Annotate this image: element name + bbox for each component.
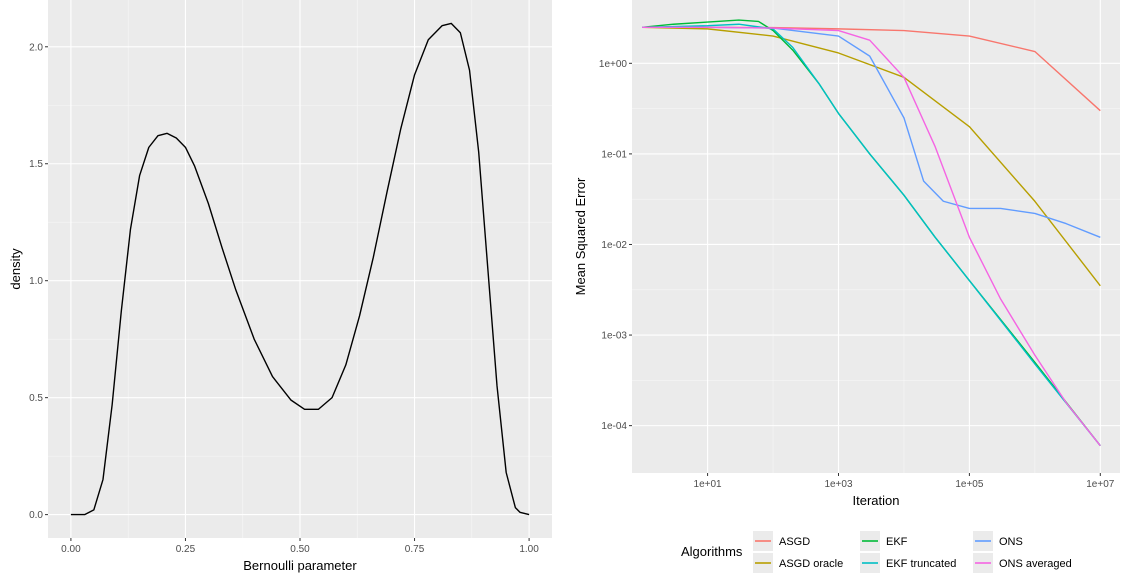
- mse-chart: 1e+01 1e+03 1e+05 1e+07 1e-04 1e-03 1e-02 1e-01…: [573, 0, 1120, 573]
- legend-label: ASGD: [779, 536, 810, 548]
- density-x-tick-label: 0.50: [290, 544, 310, 555]
- mse-series-line-ons-averaged: [642, 26, 1101, 447]
- legend-label: ASGD oracle: [779, 558, 843, 570]
- density-x-tick-label: 0.00: [61, 544, 81, 555]
- legend-item-ekf: EKF: [860, 531, 908, 551]
- density-y-tick-label: 0.0: [29, 510, 43, 521]
- legend-label: ONS: [999, 536, 1023, 548]
- mse-y-tick-label: 1e+00: [599, 59, 628, 70]
- density-chart: 0.00 0.25 0.50 0.75 1.00 0.0 0.5 1.0 1.5 2.0 Berno…: [8, 0, 552, 573]
- density-series-line-density: [70, 22, 530, 516]
- density-y-tick-label: 2.0: [29, 42, 43, 53]
- density-x-tick-label: 0.75: [405, 544, 425, 555]
- legend-item-asgd-oracle: ASGD oracle: [753, 553, 843, 573]
- mse-x-tick-label: 1e+05: [955, 479, 984, 490]
- mse-panel-background: [632, 0, 1120, 473]
- density-x-tick-label: 1.00: [519, 544, 539, 555]
- mse-y-tick-label: 1e-01: [601, 149, 627, 160]
- density-y-axis-title: density: [8, 248, 23, 290]
- legend-item-ekf-truncated: EKF truncated: [860, 553, 956, 573]
- mse-x-axis-title: Iteration: [853, 493, 900, 508]
- density-x-tick-label: 0.25: [176, 544, 196, 555]
- density-y-tick-label: 1.5: [29, 159, 43, 170]
- legend-label: ONS averaged: [999, 558, 1072, 570]
- mse-y-tick-label: 1e-03: [601, 331, 627, 342]
- density-y-tick-label: 0.5: [29, 393, 43, 404]
- legend-item-ons-averaged: ONS averaged: [973, 553, 1072, 573]
- mse-y-axis-title: Mean Squared Error: [573, 177, 588, 295]
- mse-series-line-ekf-truncated: [642, 23, 1101, 447]
- mse-x-tick-label: 1e+07: [1086, 479, 1115, 490]
- mse-series-line-asgd-oracle: [642, 26, 1101, 287]
- mse-y-tick-label: 1e-04: [601, 421, 627, 432]
- legend: Algorithms ASGD ASGD oracle EKF EKF truncate…: [681, 531, 1072, 573]
- legend-label: EKF truncated: [886, 558, 956, 570]
- legend-label: EKF: [886, 536, 908, 548]
- mse-x-tick-label: 1e+03: [824, 479, 853, 490]
- mse-y-tick-label: 1e-02: [601, 240, 627, 251]
- density-x-axis-title: Bernoulli parameter: [243, 558, 357, 573]
- legend-item-asgd: ASGD: [753, 531, 810, 551]
- mse-x-tick-label: 1e+01: [694, 479, 723, 490]
- density-y-tick-label: 1.0: [29, 276, 43, 287]
- legend-item-ons: ONS: [973, 531, 1023, 551]
- legend-title: Algorithms: [681, 544, 743, 559]
